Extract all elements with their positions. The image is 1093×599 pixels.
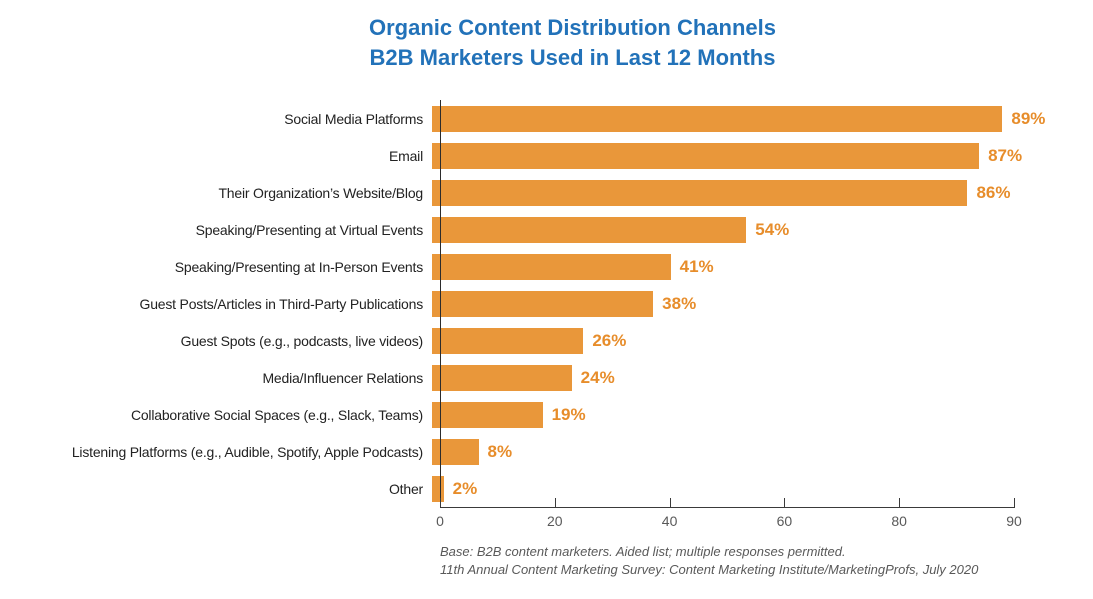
value-label: 86% xyxy=(976,182,1011,202)
category-label: Their Organization’s Website/Blog xyxy=(218,184,423,201)
bar-track: 24% xyxy=(432,359,1014,396)
category-label: Speaking/Presenting at In-Person Events xyxy=(174,258,423,275)
value-label: 41% xyxy=(679,256,714,276)
category-label: Speaking/Presenting at Virtual Events xyxy=(195,221,424,238)
x-axis-tick-label: 0 xyxy=(436,513,444,529)
footnote-source: 11th Annual Content Marketing Survey: Co… xyxy=(440,562,979,577)
category-label: Social Media Platforms xyxy=(284,110,423,127)
bar xyxy=(432,253,671,280)
chart-title-line-1: Organic Content Distribution Channels xyxy=(368,15,776,40)
chart-row: Their Organization’s Website/Blog 86% xyxy=(0,174,1014,211)
bar xyxy=(432,364,572,391)
chart-row: Speaking/Presenting at Virtual Events 54% xyxy=(0,211,1014,248)
x-axis-tick xyxy=(1014,498,1015,507)
x-axis-tick-label: 40 xyxy=(661,513,678,529)
bar-rows: Social Media Platforms 89% Email 87% Their O… xyxy=(0,100,1045,507)
category-label: Guest Spots (e.g., podcasts, live videos… xyxy=(180,332,424,349)
value-label: 19% xyxy=(551,404,586,424)
category-label: Collaborative Social Spaces (e.g., Slack… xyxy=(130,406,423,423)
bar xyxy=(432,401,543,428)
chart-title-line-2: B2B Marketers Used in Last 12 Months xyxy=(369,45,776,70)
bar xyxy=(432,179,968,206)
bar-track: 26% xyxy=(432,322,1014,359)
chart-row: Guest Posts/Articles in Third-Party Publ… xyxy=(0,285,1014,322)
category-label: Media/Influencer Relations xyxy=(262,369,423,386)
chart-row: Speaking/Presenting at In-Person Events 4… xyxy=(0,248,1014,285)
footnotes: Base: B2B content marketers. Aided list;… xyxy=(440,543,978,579)
value-label: 54% xyxy=(755,219,790,239)
value-label: 8% xyxy=(487,441,513,461)
category-label: Listening Platforms (e.g., Audible, Spot… xyxy=(71,443,423,460)
chart-row: Collaborative Social Spaces (e.g., Slack… xyxy=(0,396,1014,433)
chart-row: Other 2% xyxy=(0,470,1014,507)
bar-track: 54% xyxy=(432,211,1014,248)
bar xyxy=(432,438,479,465)
value-label: 87% xyxy=(988,145,1023,165)
chart-row: Media/Influencer Relations 24% xyxy=(0,359,1014,396)
bar-track: 8% xyxy=(432,433,1014,470)
category-label: Guest Posts/Articles in Third-Party Publ… xyxy=(139,295,424,312)
footnote-base: Base: B2B content marketers. Aided list;… xyxy=(440,544,846,559)
chart-row: Guest Spots (e.g., podcasts, live videos… xyxy=(0,322,1014,359)
value-label: 26% xyxy=(592,330,627,350)
chart-row: Listening Platforms (e.g., Audible, Spot… xyxy=(0,433,1014,470)
value-label: 89% xyxy=(1011,108,1046,128)
bar xyxy=(432,327,584,354)
bar xyxy=(432,142,980,169)
bar-track: 41% xyxy=(432,248,1014,285)
bar xyxy=(432,105,1003,132)
x-axis-tick-label: 20 xyxy=(547,513,563,529)
x-axis-tick-label: 80 xyxy=(891,513,907,529)
x-axis-tick-label: 60 xyxy=(776,513,793,529)
bar xyxy=(432,216,747,243)
category-label: Email xyxy=(388,147,423,164)
bar-track: 19% xyxy=(432,396,1014,433)
chart-row: Email 87% xyxy=(0,137,1022,174)
chart-title: Organic Content Distribution Channels B2… xyxy=(52,13,1093,73)
chart-row: Social Media Platforms 89% xyxy=(0,100,1045,137)
bar-track: 89% xyxy=(432,100,1045,137)
bar xyxy=(432,475,444,502)
value-label: 38% xyxy=(662,293,697,313)
value-label: 24% xyxy=(580,367,615,387)
bar-track: 2% xyxy=(432,470,1014,507)
bar xyxy=(432,290,654,317)
bar-track: 38% xyxy=(432,285,1014,322)
value-label: 2% xyxy=(452,478,478,498)
bar-track: 86% xyxy=(432,174,1014,211)
category-label: Other xyxy=(388,480,423,497)
bar-track: 87% xyxy=(432,137,1022,174)
x-axis-tick-labels: 0 20 40 60 80 90 xyxy=(436,513,1022,531)
x-axis-tick-label: 90 xyxy=(1006,513,1022,529)
